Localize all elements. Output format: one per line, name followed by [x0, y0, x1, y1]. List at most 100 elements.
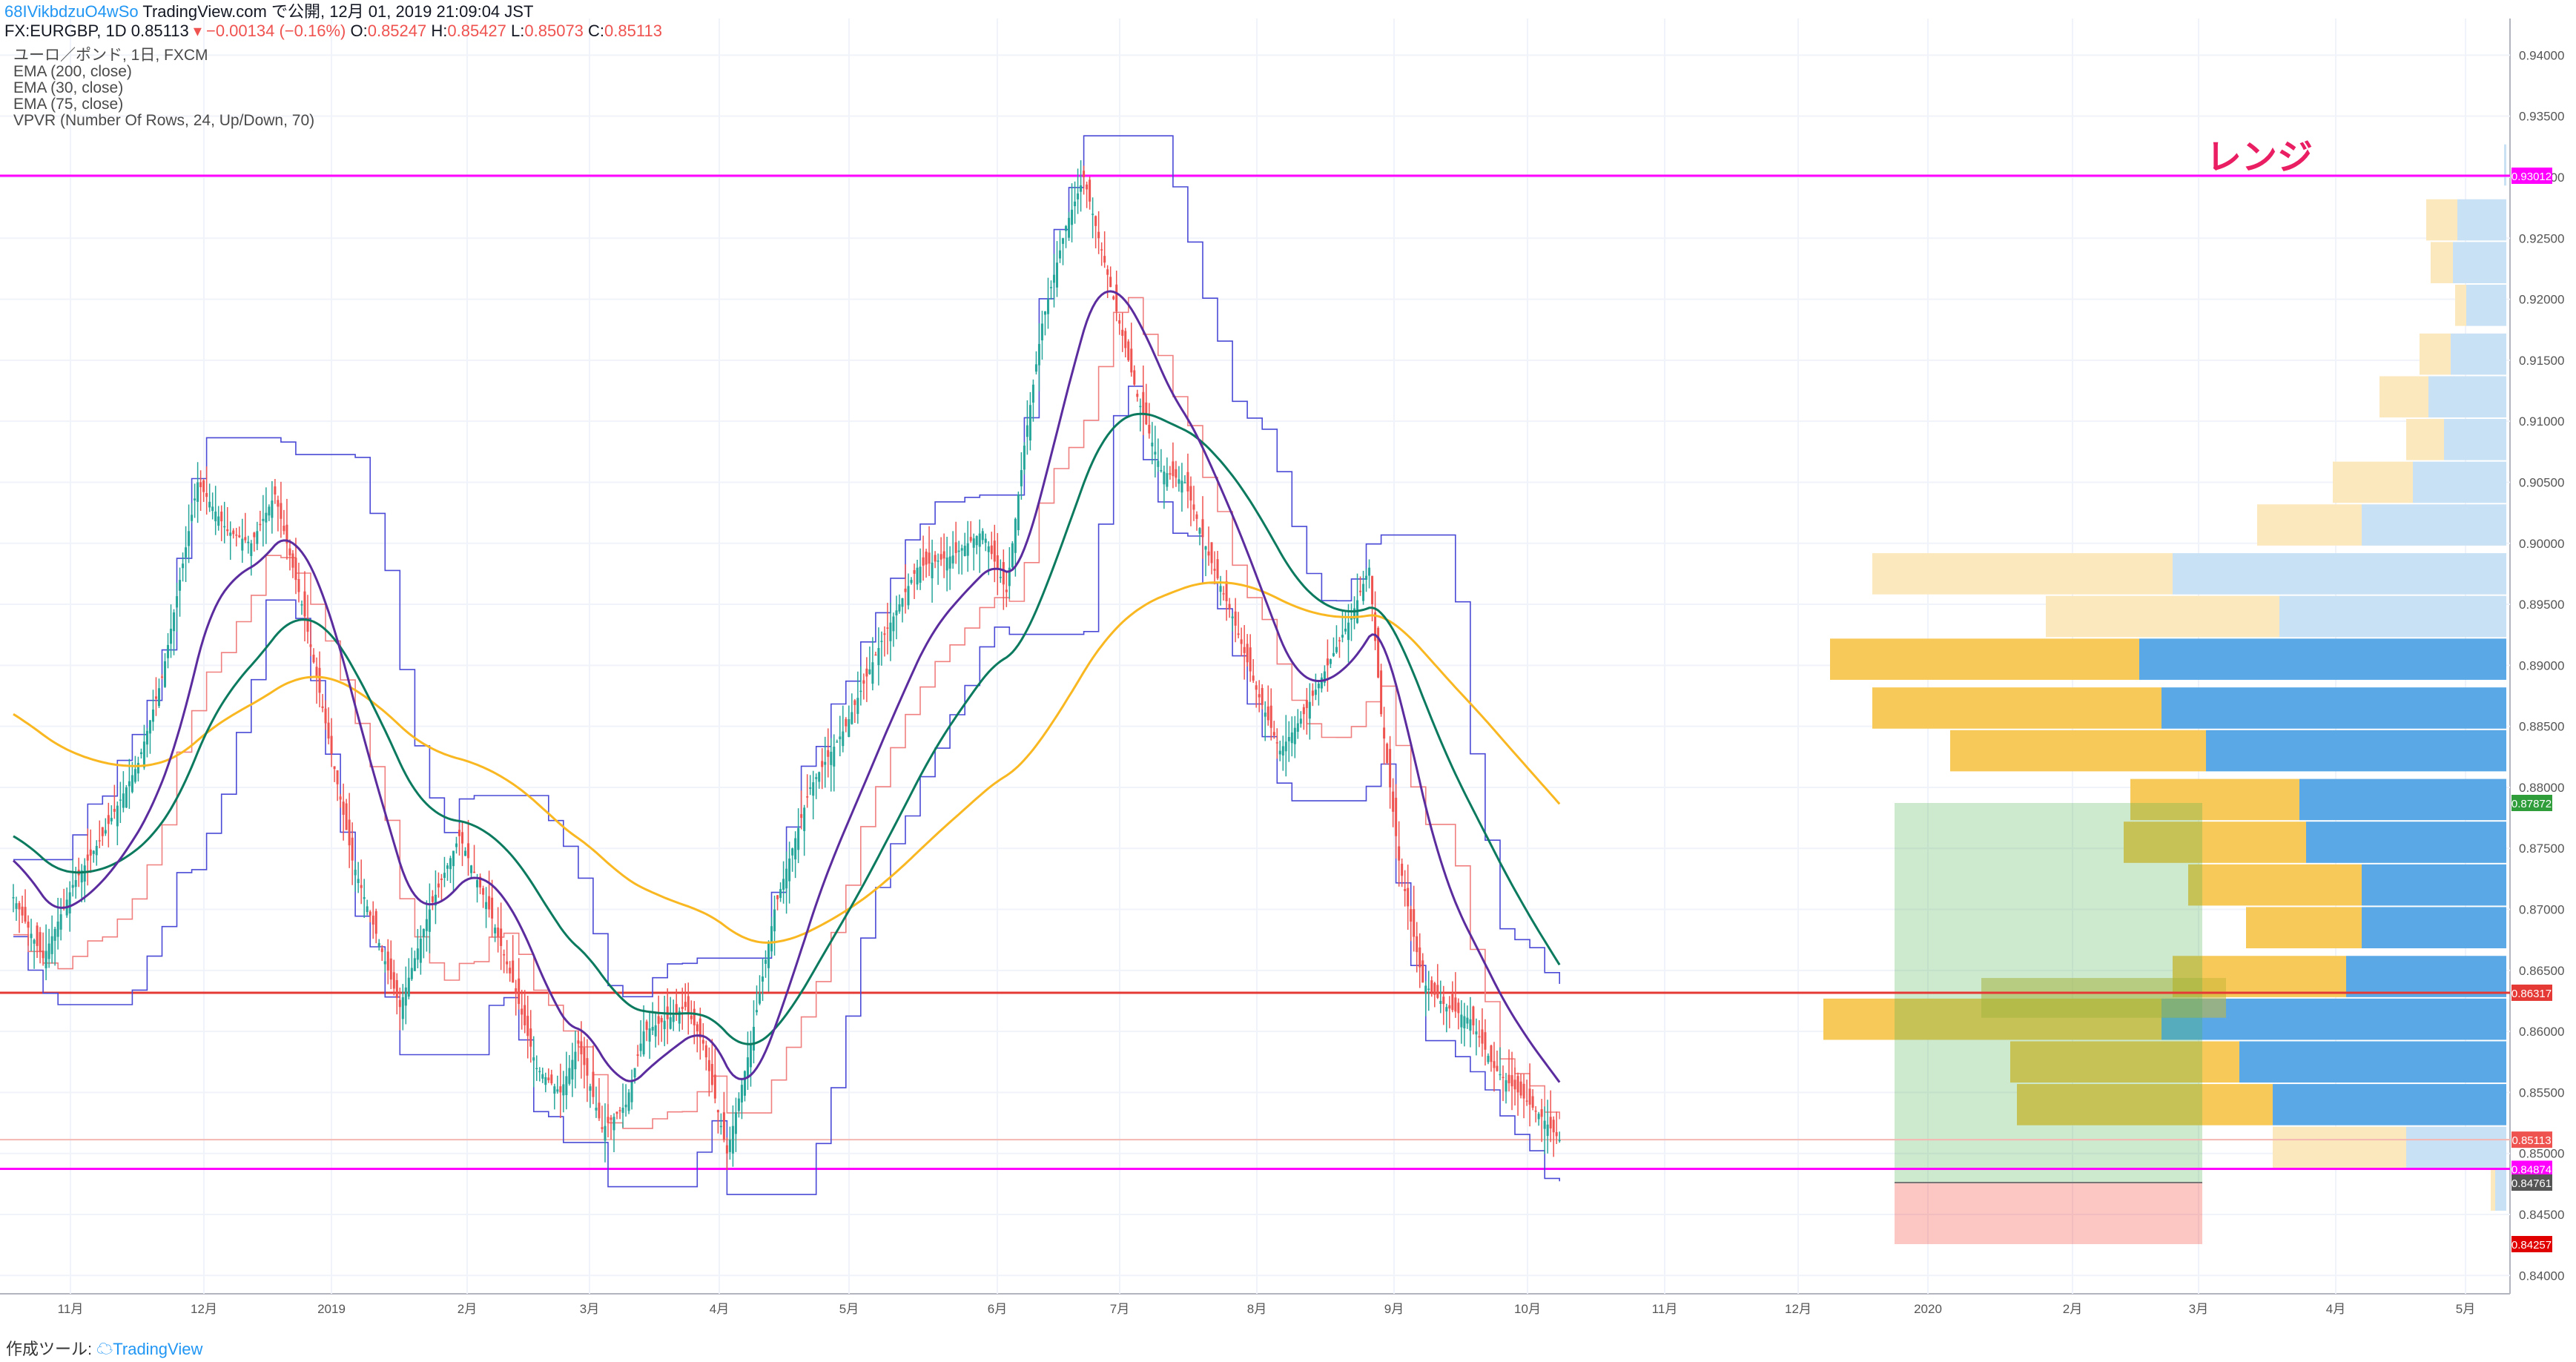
candle-body[interactable]	[1386, 744, 1389, 764]
candle-body[interactable]	[684, 1002, 687, 1008]
candle-body[interactable]	[731, 1125, 734, 1154]
candle-body[interactable]	[571, 1059, 574, 1080]
candle-body[interactable]	[1175, 469, 1178, 478]
candle-body[interactable]	[188, 531, 191, 546]
candle-body[interactable]	[416, 948, 419, 960]
candle-body[interactable]	[321, 706, 324, 708]
candle-body[interactable]	[1228, 604, 1231, 609]
candle-body[interactable]	[1496, 1065, 1499, 1071]
candle-body[interactable]	[27, 922, 30, 928]
candle-body[interactable]	[963, 546, 966, 557]
author-link[interactable]: 68IVikbdzuO4wSo	[4, 2, 139, 21]
candle-body[interactable]	[892, 616, 895, 632]
candle-body[interactable]	[1347, 622, 1350, 641]
candle-body[interactable]	[770, 926, 773, 952]
candle-body[interactable]	[562, 1084, 565, 1096]
candle-body[interactable]	[485, 902, 488, 910]
candle-body[interactable]	[1160, 469, 1163, 472]
candle-body[interactable]	[604, 1125, 607, 1141]
candle-body[interactable]	[202, 480, 205, 492]
candle-body[interactable]	[1094, 216, 1097, 226]
candle-body[interactable]	[404, 987, 407, 1006]
candle-body[interactable]	[455, 843, 458, 847]
candle-body[interactable]	[1237, 633, 1240, 635]
candle-body[interactable]	[1413, 909, 1416, 937]
candle-body[interactable]	[939, 554, 942, 560]
candle-body[interactable]	[410, 968, 413, 979]
candle-body[interactable]	[366, 906, 369, 913]
candle-body[interactable]	[746, 1057, 749, 1079]
candle-body[interactable]	[871, 662, 874, 684]
candle-body[interactable]	[1293, 727, 1296, 744]
candle-body[interactable]	[615, 1111, 618, 1114]
candle-body[interactable]	[407, 977, 410, 997]
candle-body[interactable]	[710, 1063, 713, 1085]
candle-body[interactable]	[681, 1006, 684, 1009]
candle-body[interactable]	[1074, 201, 1077, 207]
candle-body[interactable]	[713, 1074, 716, 1099]
candle-body[interactable]	[50, 936, 53, 954]
ema200-line[interactable]	[13, 581, 1561, 944]
candle-body[interactable]	[937, 561, 939, 562]
candle-body[interactable]	[199, 482, 202, 488]
candle-body[interactable]	[182, 563, 185, 569]
candle-body[interactable]	[1534, 1110, 1537, 1112]
candle-body[interactable]	[901, 598, 904, 607]
candle-body[interactable]	[1071, 209, 1074, 225]
candle-body[interactable]	[1433, 982, 1436, 995]
candle-body[interactable]	[280, 503, 283, 519]
candle-body[interactable]	[550, 1074, 553, 1084]
candle-body[interactable]	[1519, 1081, 1522, 1096]
candle-body[interactable]	[1059, 250, 1062, 259]
candle-body[interactable]	[722, 1112, 725, 1140]
candle-body[interactable]	[422, 928, 425, 937]
candle-body[interactable]	[1311, 690, 1314, 696]
candle-body[interactable]	[473, 871, 476, 873]
footer-brand-link[interactable]: TradingView	[113, 1340, 203, 1358]
candle-body[interactable]	[1121, 329, 1124, 336]
candle-body[interactable]	[1109, 277, 1112, 288]
candle-body[interactable]	[1031, 384, 1034, 403]
candle-body[interactable]	[612, 1117, 615, 1131]
candle-body[interactable]	[1338, 640, 1341, 642]
candle-body[interactable]	[1365, 575, 1368, 581]
candle-body[interactable]	[836, 741, 839, 743]
candle-body[interactable]	[728, 1140, 731, 1152]
candle-body[interactable]	[131, 775, 133, 793]
candle-body[interactable]	[621, 1107, 624, 1113]
candle-body[interactable]	[440, 878, 443, 881]
candle-body[interactable]	[1204, 546, 1207, 550]
candle-body[interactable]	[107, 815, 110, 824]
candle-body[interactable]	[110, 818, 113, 822]
candle-body[interactable]	[699, 1018, 701, 1038]
candle-body[interactable]	[925, 551, 928, 565]
candle-body[interactable]	[342, 801, 345, 815]
candle-body[interactable]	[553, 1086, 556, 1094]
position-stop-zone[interactable]	[1895, 1183, 2202, 1245]
candle-body[interactable]	[357, 879, 360, 884]
candle-body[interactable]	[443, 873, 446, 879]
candle-body[interactable]	[916, 567, 919, 585]
candle-body[interactable]	[220, 512, 223, 522]
candle-body[interactable]	[1314, 690, 1317, 695]
candle-body[interactable]	[217, 516, 220, 526]
candle-body[interactable]	[1543, 1120, 1546, 1129]
candle-body[interactable]	[895, 610, 898, 615]
candle-body[interactable]	[467, 843, 470, 859]
candle-body[interactable]	[1296, 723, 1299, 732]
candle-body[interactable]	[1272, 732, 1275, 735]
candle-body[interactable]	[740, 1085, 743, 1103]
candle-body[interactable]	[1062, 238, 1065, 244]
candle-body[interactable]	[167, 644, 170, 658]
candle-body[interactable]	[1454, 997, 1457, 1012]
candle-body[interactable]	[1478, 1036, 1481, 1038]
candle-body[interactable]	[476, 880, 479, 887]
candle-body[interactable]	[139, 752, 142, 755]
candle-body[interactable]	[86, 854, 89, 861]
candle-body[interactable]	[312, 655, 315, 663]
candle-body[interactable]	[250, 543, 253, 556]
candle-body[interactable]	[559, 1086, 562, 1093]
candle-body[interactable]	[800, 814, 803, 819]
candle-body[interactable]	[42, 951, 44, 959]
candle-body[interactable]	[205, 492, 208, 497]
